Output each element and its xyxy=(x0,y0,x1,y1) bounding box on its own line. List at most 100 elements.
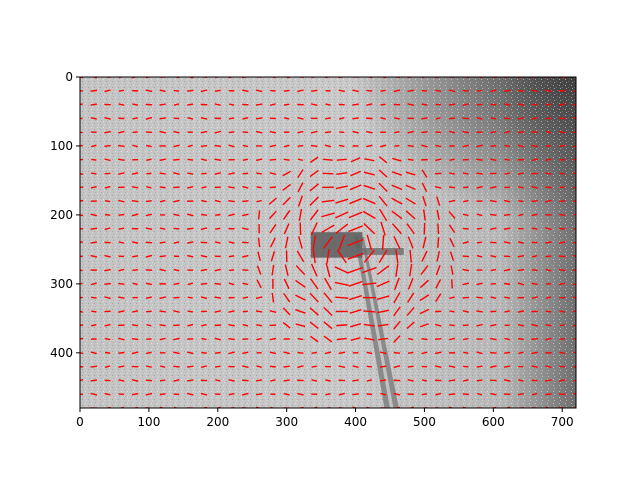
vector-arrow xyxy=(407,130,414,134)
vector-arrow xyxy=(256,310,263,313)
vector-arrow xyxy=(282,196,291,206)
vector-arrow xyxy=(242,116,249,120)
vector-arrow xyxy=(104,254,111,258)
vector-arrow xyxy=(435,279,442,289)
vector-arrow xyxy=(558,103,566,107)
vector-arrow xyxy=(406,321,415,330)
vector-arrow xyxy=(187,89,194,92)
vector-arrow xyxy=(347,252,364,260)
vector-arrow xyxy=(159,89,166,93)
vector-arrow xyxy=(393,117,400,120)
vector-arrow xyxy=(463,199,469,203)
vector-arrow xyxy=(90,282,97,286)
vector-arrow xyxy=(504,406,511,408)
vector-arrow xyxy=(324,351,332,355)
vector-arrow xyxy=(434,365,442,368)
vector-arrow xyxy=(159,172,166,175)
vector-arrow xyxy=(449,324,455,327)
vector-arrow xyxy=(242,185,249,189)
vector-arrow xyxy=(405,197,416,205)
vector-arrow xyxy=(490,351,497,354)
vector-arrow xyxy=(187,282,194,286)
vector-arrow xyxy=(393,320,401,330)
vector-arrow xyxy=(186,227,194,230)
vector-arrow xyxy=(545,130,552,134)
vector-arrow xyxy=(558,117,566,120)
vector-arrow xyxy=(448,224,456,233)
vector-arrow xyxy=(255,117,263,120)
vector-arrow xyxy=(559,378,566,382)
vector-arrow xyxy=(517,241,524,244)
vector-arrow xyxy=(393,392,401,396)
vector-arrow xyxy=(160,365,166,368)
vector-arrow xyxy=(462,117,470,120)
vector-arrow xyxy=(435,117,441,120)
x-axis: 0 100 200 300 400 500 600 700 xyxy=(76,408,574,429)
vector-arrow xyxy=(311,365,317,368)
vector-arrow xyxy=(324,277,332,291)
vector-arrow xyxy=(104,296,111,300)
vector-arrow xyxy=(450,265,454,275)
vector-arrow xyxy=(297,195,303,207)
vector-arrow xyxy=(80,378,84,382)
vector-arrow xyxy=(269,351,277,355)
vector-arrow xyxy=(145,144,152,148)
vector-arrow xyxy=(104,365,111,368)
vector-arrow xyxy=(476,158,483,161)
vector-arrow xyxy=(214,351,221,354)
vector-arrow xyxy=(80,269,83,272)
vector-arrow xyxy=(419,323,429,328)
vector-arrow xyxy=(573,213,576,216)
vector-arrow xyxy=(490,185,497,189)
vector-arrow xyxy=(572,283,576,286)
vector-arrow xyxy=(572,296,576,299)
vector-arrow xyxy=(132,269,138,272)
vector-arrow xyxy=(422,195,427,207)
background-image xyxy=(80,77,576,408)
vector-arrow xyxy=(257,237,261,248)
vector-arrow xyxy=(200,213,208,216)
vector-arrow xyxy=(490,227,497,231)
vector-arrow xyxy=(504,310,510,313)
vector-arrow xyxy=(545,241,552,244)
vector-arrow xyxy=(173,241,180,244)
vector-arrow xyxy=(145,200,152,203)
vector-arrow xyxy=(363,249,375,263)
vector-arrow xyxy=(518,379,524,382)
vector-arrow xyxy=(490,255,497,258)
vector-arrow xyxy=(419,279,430,289)
vector-arrow xyxy=(228,310,235,313)
vector-arrow xyxy=(462,268,470,272)
vector-arrow xyxy=(545,103,552,106)
vector-arrow xyxy=(336,324,348,327)
vector-arrow xyxy=(173,296,180,299)
vector-arrow xyxy=(379,351,387,355)
vector-arrow xyxy=(145,282,153,286)
vector-arrow xyxy=(476,282,483,286)
vector-arrow xyxy=(283,144,290,148)
vector-arrow xyxy=(517,393,524,396)
vector-arrow xyxy=(256,265,262,275)
vector-arrow xyxy=(559,144,566,148)
vector-arrow xyxy=(310,130,318,134)
vector-arrow xyxy=(311,89,318,93)
vector-arrow xyxy=(228,144,235,148)
vector-arrow xyxy=(392,157,402,162)
vector-arrow xyxy=(283,392,290,396)
vector-arrow xyxy=(517,117,525,120)
vector-arrow xyxy=(145,365,152,368)
vector-arrow xyxy=(435,89,442,93)
vector-arrow xyxy=(309,183,319,192)
vector-arrow xyxy=(393,235,401,250)
vector-arrow xyxy=(284,117,290,120)
vector-arrow xyxy=(228,269,235,272)
vector-arrow xyxy=(309,278,319,290)
vector-arrow xyxy=(504,130,511,134)
vector-arrow xyxy=(90,392,98,396)
vector-arrow xyxy=(255,130,263,134)
vector-arrow xyxy=(118,172,125,175)
vector-arrow xyxy=(270,251,276,262)
vector-arrow xyxy=(435,293,442,303)
vector-arrow xyxy=(283,365,290,368)
vector-arrow xyxy=(394,130,400,134)
